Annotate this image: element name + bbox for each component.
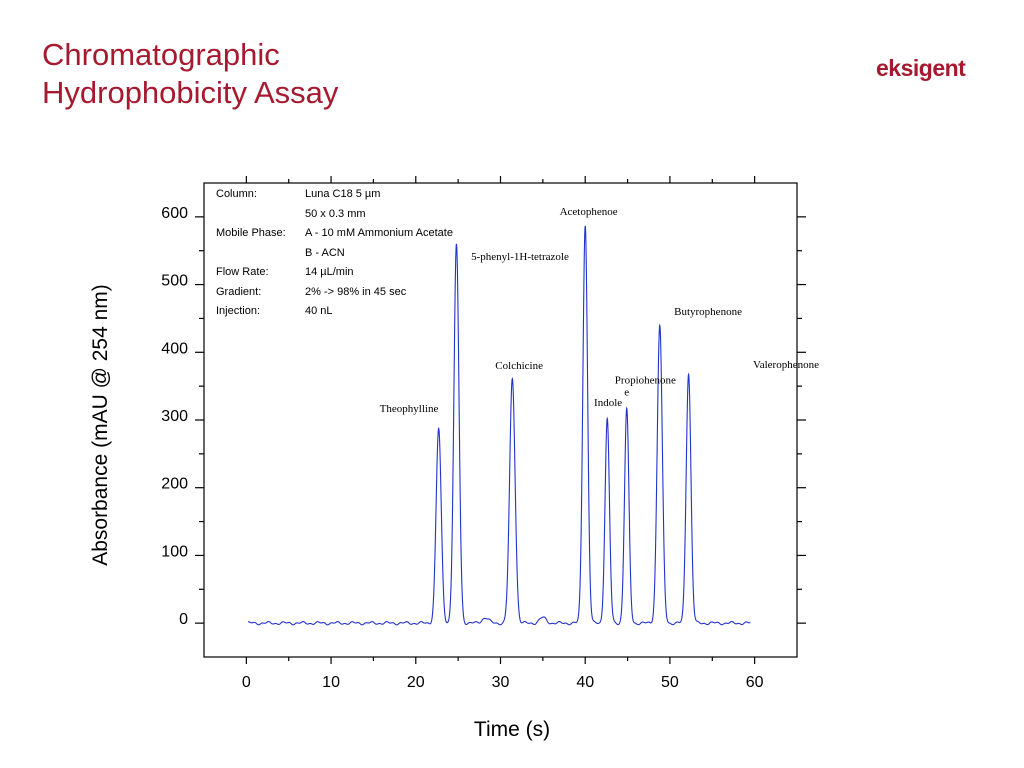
condition-label: Gradient: — [216, 285, 262, 298]
y-tick-label: 0 — [179, 611, 188, 628]
x-tick-label: 30 — [492, 674, 510, 691]
chart-label-layer: Theophylline 5-phenyl-1H-tetrazole Colchic… — [380, 206, 819, 415]
peak-label: Acetophenoe — [560, 206, 618, 218]
x-tick-label: 20 — [407, 674, 425, 691]
condition-value: 50 x 0.3 mm — [305, 207, 366, 220]
slide-title-line2: Hydrophobicity Assay — [42, 75, 339, 110]
y-tick-label: 300 — [161, 408, 188, 425]
condition-value: Luna C18 5 µm — [305, 188, 381, 200]
peak-label: Valerophenone — [753, 359, 819, 371]
y-tick-label: 600 — [161, 205, 188, 222]
y-tick-label: 400 — [161, 340, 188, 357]
peak-label: Indole — [594, 397, 622, 409]
y-tick-label: 100 — [161, 543, 188, 560]
y-tick-label: 200 — [161, 476, 188, 493]
x-axis-label: Time (s) — [473, 718, 551, 741]
slide-title: Chromatographic Hydrophobicity Assay — [42, 36, 338, 112]
condition-label: Column: — [216, 188, 257, 200]
condition-label: Mobile Phase: — [216, 227, 286, 239]
peak-label: Colchicine — [495, 360, 543, 372]
chromatogram-trace — [247, 225, 751, 626]
condition-value: B - ACN — [305, 246, 345, 259]
peak-label: Theophylline — [380, 403, 439, 415]
condition-label: Flow Rate: — [216, 266, 269, 278]
condition-label: Injection: — [216, 305, 261, 317]
condition-value: 2% -> 98% in 45 sec — [305, 285, 407, 298]
eksigent-logo: eksigent — [876, 55, 966, 81]
peak-label: e — [624, 387, 629, 399]
x-tick-label: 60 — [746, 674, 764, 691]
x-tick-label: 50 — [661, 674, 679, 691]
y-axis-label: Absorbance (mAU @ 254 nm) — [89, 284, 112, 566]
condition-value: 40 nL — [305, 305, 333, 317]
condition-value: 14 µL/min — [305, 266, 354, 278]
chart-trace-layer — [247, 225, 751, 626]
condition-value: A - 10 mM Ammonium Acetate — [305, 227, 453, 239]
x-tick-label: 10 — [322, 674, 340, 691]
peak-label: Propiohenone — [615, 374, 676, 386]
slide-title-line1: Chromatographic — [42, 37, 280, 72]
y-tick-label: 500 — [161, 273, 188, 290]
peak-label: Butyrophenone — [674, 306, 742, 318]
x-tick-label: 40 — [576, 674, 594, 691]
peak-label: 5-phenyl-1H-tetrazole — [471, 251, 569, 263]
x-tick-label: 0 — [242, 674, 251, 691]
